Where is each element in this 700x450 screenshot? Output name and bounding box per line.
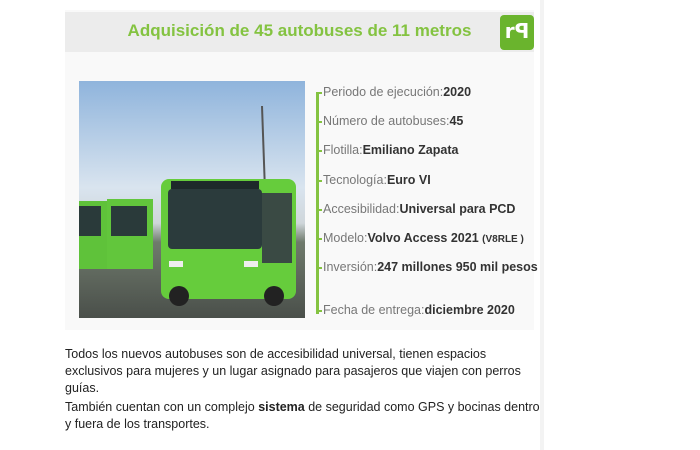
fact-value: Euro VI: [386, 172, 431, 187]
paragraph-accessibility: Todos los nuevos autobuses son de accesi…: [65, 347, 521, 395]
fact-value: Emiliano Zapata: [362, 143, 459, 158]
fact-value: 247 millones 950 mil pesos: [377, 260, 538, 275]
fact-label: Flotilla:: [323, 143, 363, 158]
fact-item: Flotilla:Emiliano Zapata: [316, 142, 538, 171]
text: de seguridad como GPS y bocinas dentro y…: [65, 400, 540, 431]
fact-item: Fecha de entrega:diciembre 2020: [316, 302, 538, 331]
fact-note: (V8RLE ): [482, 233, 524, 245]
fact-value: diciembre 2020: [424, 303, 515, 318]
fact-label: Fecha de entrega:: [323, 303, 425, 318]
rtp-logo: rꟼ: [500, 15, 534, 50]
fact-value: 2020: [443, 85, 472, 99]
fact-label: Número de autobuses:: [323, 114, 450, 129]
bracket-line: [316, 92, 319, 314]
infographic-card: Adquisición de 45 autobuses de 11 metros…: [65, 10, 538, 330]
fact-item: Inversión:247 millones 950 mil pesos: [316, 259, 538, 302]
text: También cuentan con un complejo: [65, 400, 259, 414]
fact-label: Tecnología:: [323, 172, 387, 187]
fact-item: Número de autobuses:45: [316, 113, 538, 142]
page-edge: [540, 0, 544, 450]
paragraph-security: También cuentan con un complejo sistema …: [65, 399, 540, 433]
fact-item: Tecnología:Euro VI: [316, 172, 538, 201]
fact-item: Modelo:Volvo Access 2021 (V8RLE ): [316, 230, 538, 259]
fact-item: Periodo de ejecución:2020: [316, 84, 538, 113]
fact-value: Universal para PCD: [399, 201, 516, 216]
fact-label: Accesibilidad:: [323, 201, 400, 216]
fact-value: 45: [449, 114, 464, 129]
fact-label: Inversión:: [323, 260, 378, 275]
fact-label: Modelo:: [323, 230, 368, 245]
card-header: Adquisición de 45 autobuses de 11 metros…: [65, 12, 534, 52]
bold-term: sistema: [258, 400, 305, 414]
fact-label: Periodo de ejecución:: [323, 85, 444, 99]
fact-item: Accesibilidad:Universal para PCD: [316, 201, 538, 230]
fact-value: Volvo Access 2021: [367, 230, 479, 245]
facts-list: Periodo de ejecución:2020 Número de auto…: [316, 84, 538, 331]
card-title: Adquisición de 45 autobuses de 11 metros: [127, 21, 472, 40]
bus-photo: [79, 81, 305, 318]
